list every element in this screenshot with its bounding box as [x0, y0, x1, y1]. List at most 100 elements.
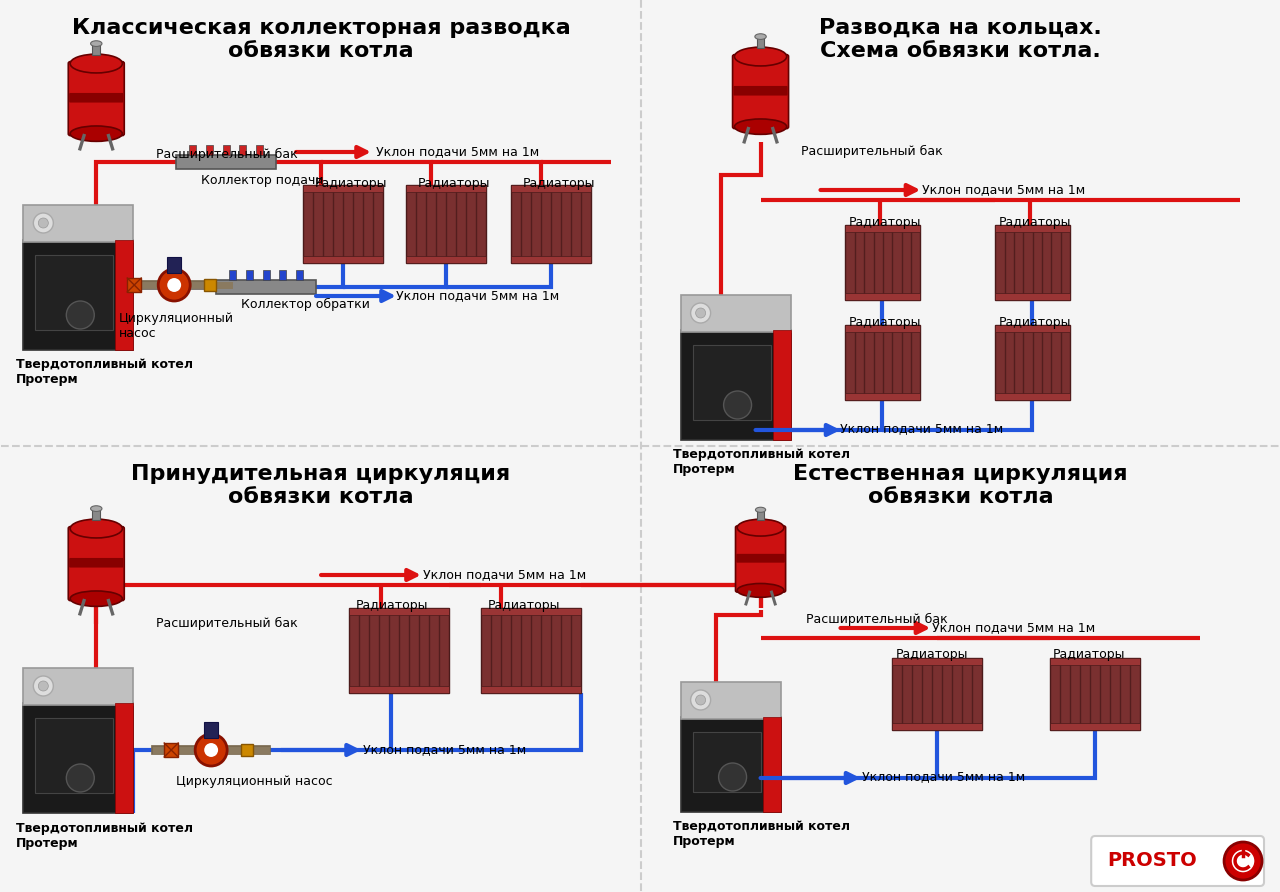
Text: Уклон подачи 5мм на 1м: Уклон подачи 5мм на 1м: [841, 422, 1004, 435]
Ellipse shape: [70, 126, 123, 141]
Bar: [349, 608, 449, 693]
Bar: [846, 293, 920, 300]
FancyBboxPatch shape: [732, 54, 788, 128]
Bar: [996, 325, 1070, 400]
Bar: [681, 682, 781, 719]
Ellipse shape: [737, 519, 783, 536]
Bar: [127, 278, 141, 292]
Bar: [996, 225, 1070, 232]
Bar: [92, 44, 100, 55]
Ellipse shape: [755, 34, 767, 39]
Bar: [681, 717, 781, 812]
FancyBboxPatch shape: [736, 554, 785, 563]
Bar: [681, 330, 791, 440]
Text: Радиаторы: Радиаторы: [896, 648, 968, 661]
Bar: [892, 723, 982, 730]
Bar: [846, 225, 920, 232]
Bar: [692, 732, 760, 792]
Circle shape: [159, 269, 191, 301]
Circle shape: [67, 764, 95, 792]
Text: Уклон подачи 5мм на 1м: Уклон подачи 5мм на 1м: [364, 743, 526, 756]
Ellipse shape: [91, 506, 102, 511]
Bar: [892, 658, 982, 665]
Circle shape: [204, 742, 219, 758]
Bar: [229, 270, 237, 280]
Bar: [996, 393, 1070, 400]
Circle shape: [33, 213, 54, 233]
Bar: [206, 145, 212, 155]
Bar: [1051, 658, 1140, 665]
Text: Радиаторы: Радиаторы: [998, 216, 1071, 229]
Text: Радиаторы: Радиаторы: [419, 177, 490, 190]
Text: Уклон подачи 5мм на 1м: Уклон подачи 5мм на 1м: [396, 289, 559, 302]
Ellipse shape: [735, 47, 787, 66]
Text: Твердотопливный котел
Протерм: Твердотопливный котел Протерм: [673, 448, 850, 476]
Text: Циркуляционный насос: Циркуляционный насос: [177, 775, 333, 788]
Bar: [303, 256, 383, 263]
Circle shape: [67, 301, 95, 329]
Bar: [773, 330, 791, 440]
Bar: [204, 722, 218, 738]
Bar: [239, 145, 246, 155]
Text: Твердотопливный котел
Протерм: Твердотопливный котел Протерм: [17, 358, 193, 386]
Bar: [481, 686, 581, 693]
Circle shape: [33, 676, 54, 696]
Text: Радиаторы: Радиаторы: [849, 216, 922, 229]
Text: Циркуляционный
насос: Циркуляционный насос: [119, 312, 234, 340]
Text: Радиаторы: Радиаторы: [998, 316, 1071, 329]
Bar: [406, 185, 486, 192]
Ellipse shape: [70, 54, 123, 73]
Text: Радиаторы: Радиаторы: [849, 316, 922, 329]
Text: Твердотопливный котел
Протерм: Твердотопливный котел Протерм: [17, 822, 193, 850]
Bar: [996, 225, 1070, 300]
Text: Уклон подачи 5мм на 1м: Уклон подачи 5мм на 1м: [863, 770, 1025, 783]
Bar: [23, 668, 133, 705]
Text: Радиаторы: Радиаторы: [356, 599, 429, 612]
Text: Расширительный бак: Расширительный бак: [800, 145, 942, 158]
Bar: [216, 280, 316, 294]
FancyBboxPatch shape: [69, 93, 123, 103]
Bar: [241, 744, 253, 756]
FancyBboxPatch shape: [68, 526, 124, 600]
Bar: [23, 205, 133, 242]
Bar: [406, 256, 486, 263]
Bar: [223, 145, 229, 155]
Bar: [189, 145, 196, 155]
Bar: [262, 270, 270, 280]
Bar: [846, 325, 920, 332]
Circle shape: [695, 308, 705, 318]
Ellipse shape: [755, 508, 765, 512]
Text: Радиаторы: Радиаторы: [315, 177, 388, 190]
Bar: [92, 508, 100, 520]
Circle shape: [691, 690, 710, 710]
Bar: [511, 256, 591, 263]
Circle shape: [38, 681, 49, 691]
Ellipse shape: [70, 591, 123, 607]
Text: Радиаторы: Радиаторы: [488, 599, 561, 612]
Text: Естественная циркуляция
обвязки котла: Естественная циркуляция обвязки котла: [794, 464, 1128, 508]
Circle shape: [38, 218, 49, 228]
Bar: [296, 270, 303, 280]
Circle shape: [691, 303, 710, 323]
Bar: [511, 185, 591, 263]
Bar: [758, 510, 764, 520]
Text: Радиаторы: Радиаторы: [522, 177, 595, 190]
FancyBboxPatch shape: [1092, 836, 1265, 886]
Bar: [177, 155, 276, 169]
Circle shape: [1231, 849, 1254, 873]
Text: Коллектор подачи: Коллектор подачи: [201, 174, 324, 187]
Bar: [406, 185, 486, 263]
Bar: [23, 703, 133, 813]
Ellipse shape: [91, 41, 102, 46]
Bar: [349, 686, 449, 693]
Bar: [204, 279, 216, 291]
Circle shape: [695, 695, 705, 705]
Bar: [1051, 723, 1140, 730]
FancyBboxPatch shape: [733, 86, 787, 95]
FancyBboxPatch shape: [736, 526, 786, 592]
Bar: [36, 255, 113, 330]
Bar: [349, 608, 449, 615]
Bar: [846, 393, 920, 400]
Ellipse shape: [737, 583, 783, 598]
Bar: [763, 717, 781, 812]
